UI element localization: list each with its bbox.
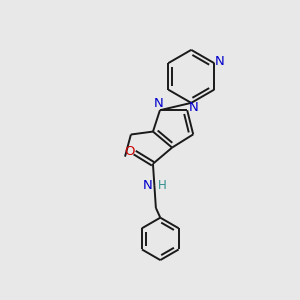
Text: H: H bbox=[158, 179, 167, 192]
Text: N: N bbox=[215, 55, 225, 68]
Text: O: O bbox=[124, 145, 135, 158]
Text: N: N bbox=[189, 101, 199, 114]
Text: N: N bbox=[143, 179, 153, 192]
Text: N: N bbox=[154, 97, 163, 110]
